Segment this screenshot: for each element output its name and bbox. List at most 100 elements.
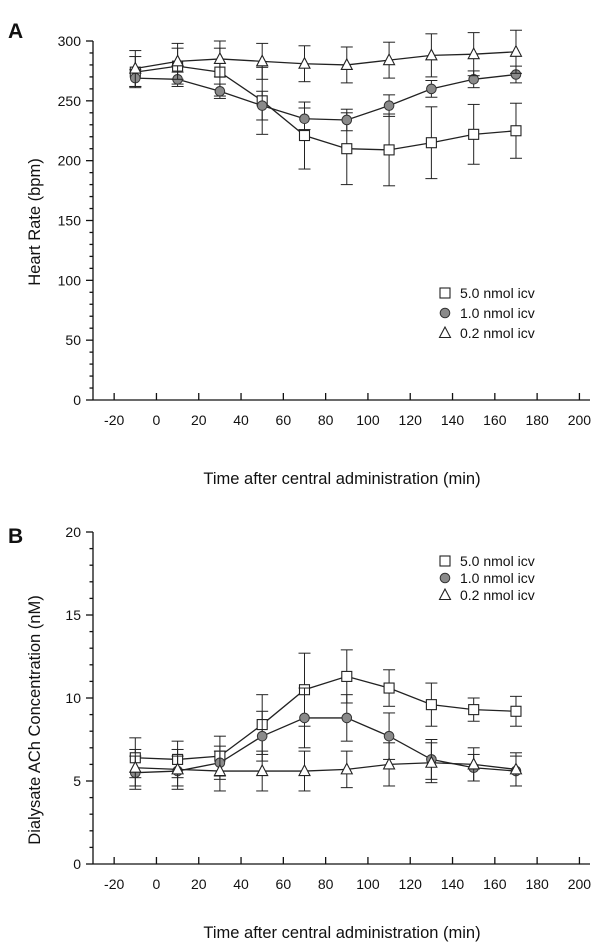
panel-b-label: B	[8, 525, 23, 548]
panel-b-series-triangle-point	[382, 757, 396, 770]
panel-b-series-circle-point	[299, 712, 310, 724]
panel-b-y-tick-label: 10	[65, 690, 81, 706]
panel-b-y-tick-label: 5	[73, 773, 81, 789]
panel-a-label: A	[8, 20, 23, 43]
panel-a-y-tick-label: 150	[58, 213, 82, 229]
panel-a-series-circle-line	[135, 73, 517, 121]
panel-b-series-square-line	[135, 675, 517, 761]
panel-b-x-axis-label: Time after central administration (min)	[203, 924, 480, 942]
panel-a-x-tick-label: 80	[318, 412, 334, 428]
panel-b-series-square-point	[510, 705, 522, 717]
panel-b-series-square-point	[383, 682, 395, 694]
panel-b-series-triangle-point	[255, 763, 269, 777]
panel-b-series-circle-point	[341, 712, 353, 724]
panel-a-legend-circle-symbol	[439, 307, 451, 319]
panel-a-x-tick-label: 40	[233, 412, 249, 428]
panel-a-x-tick-label: -20	[104, 412, 124, 428]
panel-b-x-tick-label: 60	[276, 876, 292, 892]
panel-a-series-circle-point	[256, 100, 268, 111]
panel-a-series-triangle-point	[467, 46, 481, 60]
panel-a-series-triangle-point	[340, 57, 354, 70]
panel-a-x-tick-label: 0	[153, 412, 161, 428]
panel-a-series-circle-point	[299, 113, 310, 125]
panel-a-x-tick-label: 60	[276, 412, 292, 428]
panel-a-y-axis-label: Heart Rate (bpm)	[26, 158, 44, 285]
panel-a-y-tick-label: 250	[58, 93, 82, 109]
panel-b-x-tick-label: 80	[318, 876, 334, 892]
panel-b-x-tick-label: 20	[191, 876, 207, 892]
panel-b-series-triangle-point	[213, 763, 227, 777]
panel-b-series-triangle-point	[171, 762, 185, 775]
panel-b-y-tick-label: 0	[73, 856, 81, 872]
panel-b-series-triangle-point	[340, 762, 354, 775]
panel-b-y-tick-label: 20	[65, 524, 81, 540]
panel-b-legend-square-symbol	[439, 555, 451, 567]
panel-b-x-tick-label: 160	[483, 876, 507, 892]
panel-b-x-tick-label: 40	[233, 876, 249, 892]
panel-a-series-circle-point	[214, 85, 226, 97]
panel-a-heart-rate-chart: A Heart Rate (bpm) Time after central ad…	[8, 20, 591, 488]
panel-a-x-axis-label: Time after central administration (min)	[203, 470, 480, 488]
panel-a-series-square-line	[135, 65, 517, 151]
panel-b-x-tick-label: 180	[525, 876, 549, 892]
panel-b-x-tick-label: 120	[399, 876, 423, 892]
panel-a-series-square-point	[383, 144, 395, 156]
panel-a-x-tick-label: 100	[356, 412, 380, 428]
panel-b-series-square-point	[341, 670, 353, 682]
panel-a-x-tick-label: 120	[399, 412, 423, 428]
panel-a-series-circle-point	[383, 100, 395, 111]
panel-b-series-triangle-point	[509, 762, 523, 775]
panel-b-x-tick-label: 100	[356, 876, 380, 892]
panel-b-series-triangle-point	[467, 757, 481, 770]
panel-a-series-triangle-point	[255, 54, 269, 67]
panel-b-y-tick-label: 15	[65, 607, 81, 623]
panel-b-legend-triangle-symbol	[438, 587, 452, 601]
panel-a-series-triangle-point	[298, 56, 311, 69]
panel-a-x-tick-label: 200	[568, 412, 592, 428]
panel-a-y-tick-label: 200	[58, 153, 82, 169]
panel-b-series-triangle-point	[424, 755, 438, 768]
panel-b-legend-triangle-label: 0.2 nmol icv	[460, 587, 535, 603]
panel-a-y-tick-label: 50	[65, 332, 81, 348]
panel-b-series-triangle-point	[128, 760, 142, 773]
panel-a-x-tick-label: 180	[525, 412, 549, 428]
panel-a-series-square-point	[510, 125, 522, 137]
panel-a-series-square-point	[298, 129, 311, 142]
panel-b-series-triangle-point	[298, 763, 311, 777]
panel-a-x-tick-label: 160	[483, 412, 507, 428]
panel-a-legend-triangle-symbol	[438, 325, 452, 339]
panel-a-legend-triangle-label: 0.2 nmol icv	[460, 325, 535, 341]
panel-a-x-tick-label: 20	[191, 412, 207, 428]
panel-a-x-tick-label: 140	[441, 412, 465, 428]
panel-a-legend-square-symbol	[439, 287, 451, 299]
panel-b-legend-circle-label: 1.0 nmol icv	[460, 570, 535, 586]
panel-a-series-square-point	[468, 128, 480, 140]
panel-b-legend-circle-symbol	[439, 572, 451, 584]
panel-b-x-tick-label: 140	[441, 876, 465, 892]
panel-a-series-square-point	[425, 137, 437, 149]
panel-b-y-axis-label: Dialysate ACh Concentration (nM)	[26, 595, 44, 844]
panel-a-series-triangle-point	[171, 54, 185, 67]
panel-a-y-tick-label: 100	[58, 272, 82, 288]
panel-a-legend-square-label: 5.0 nmol icv	[460, 285, 535, 301]
panel-a-y-tick-label: 0	[73, 392, 81, 408]
panel-a-series-triangle-point	[382, 52, 396, 66]
panel-a-series-triangle-point	[128, 61, 142, 74]
panel-a-y-tick-label: 300	[58, 33, 82, 49]
panel-b-series-triangle-line	[135, 762, 517, 772]
panel-b-ach-concentration-chart: B Dialysate ACh Concentration (nM) Time …	[8, 524, 591, 942]
panel-a-series-square-point	[341, 143, 353, 155]
panel-b-series-square-point	[468, 704, 480, 716]
panel-a-series-triangle-point	[213, 51, 227, 65]
panel-a-series-triangle-point	[424, 48, 438, 61]
panel-b-x-tick-label: 0	[153, 876, 161, 892]
panel-b-series-circle-point	[256, 730, 268, 742]
panel-a-series-circle-point	[426, 83, 437, 95]
panel-a-series-circle-point	[341, 114, 353, 126]
panel-b-series-circle-point	[383, 730, 395, 742]
panel-a-series-triangle-line	[135, 51, 517, 70]
panel-b-series-circle-line	[135, 717, 517, 774]
panel-b-x-tick-label: 200	[568, 876, 592, 892]
panel-a-series-triangle-point	[509, 44, 523, 57]
